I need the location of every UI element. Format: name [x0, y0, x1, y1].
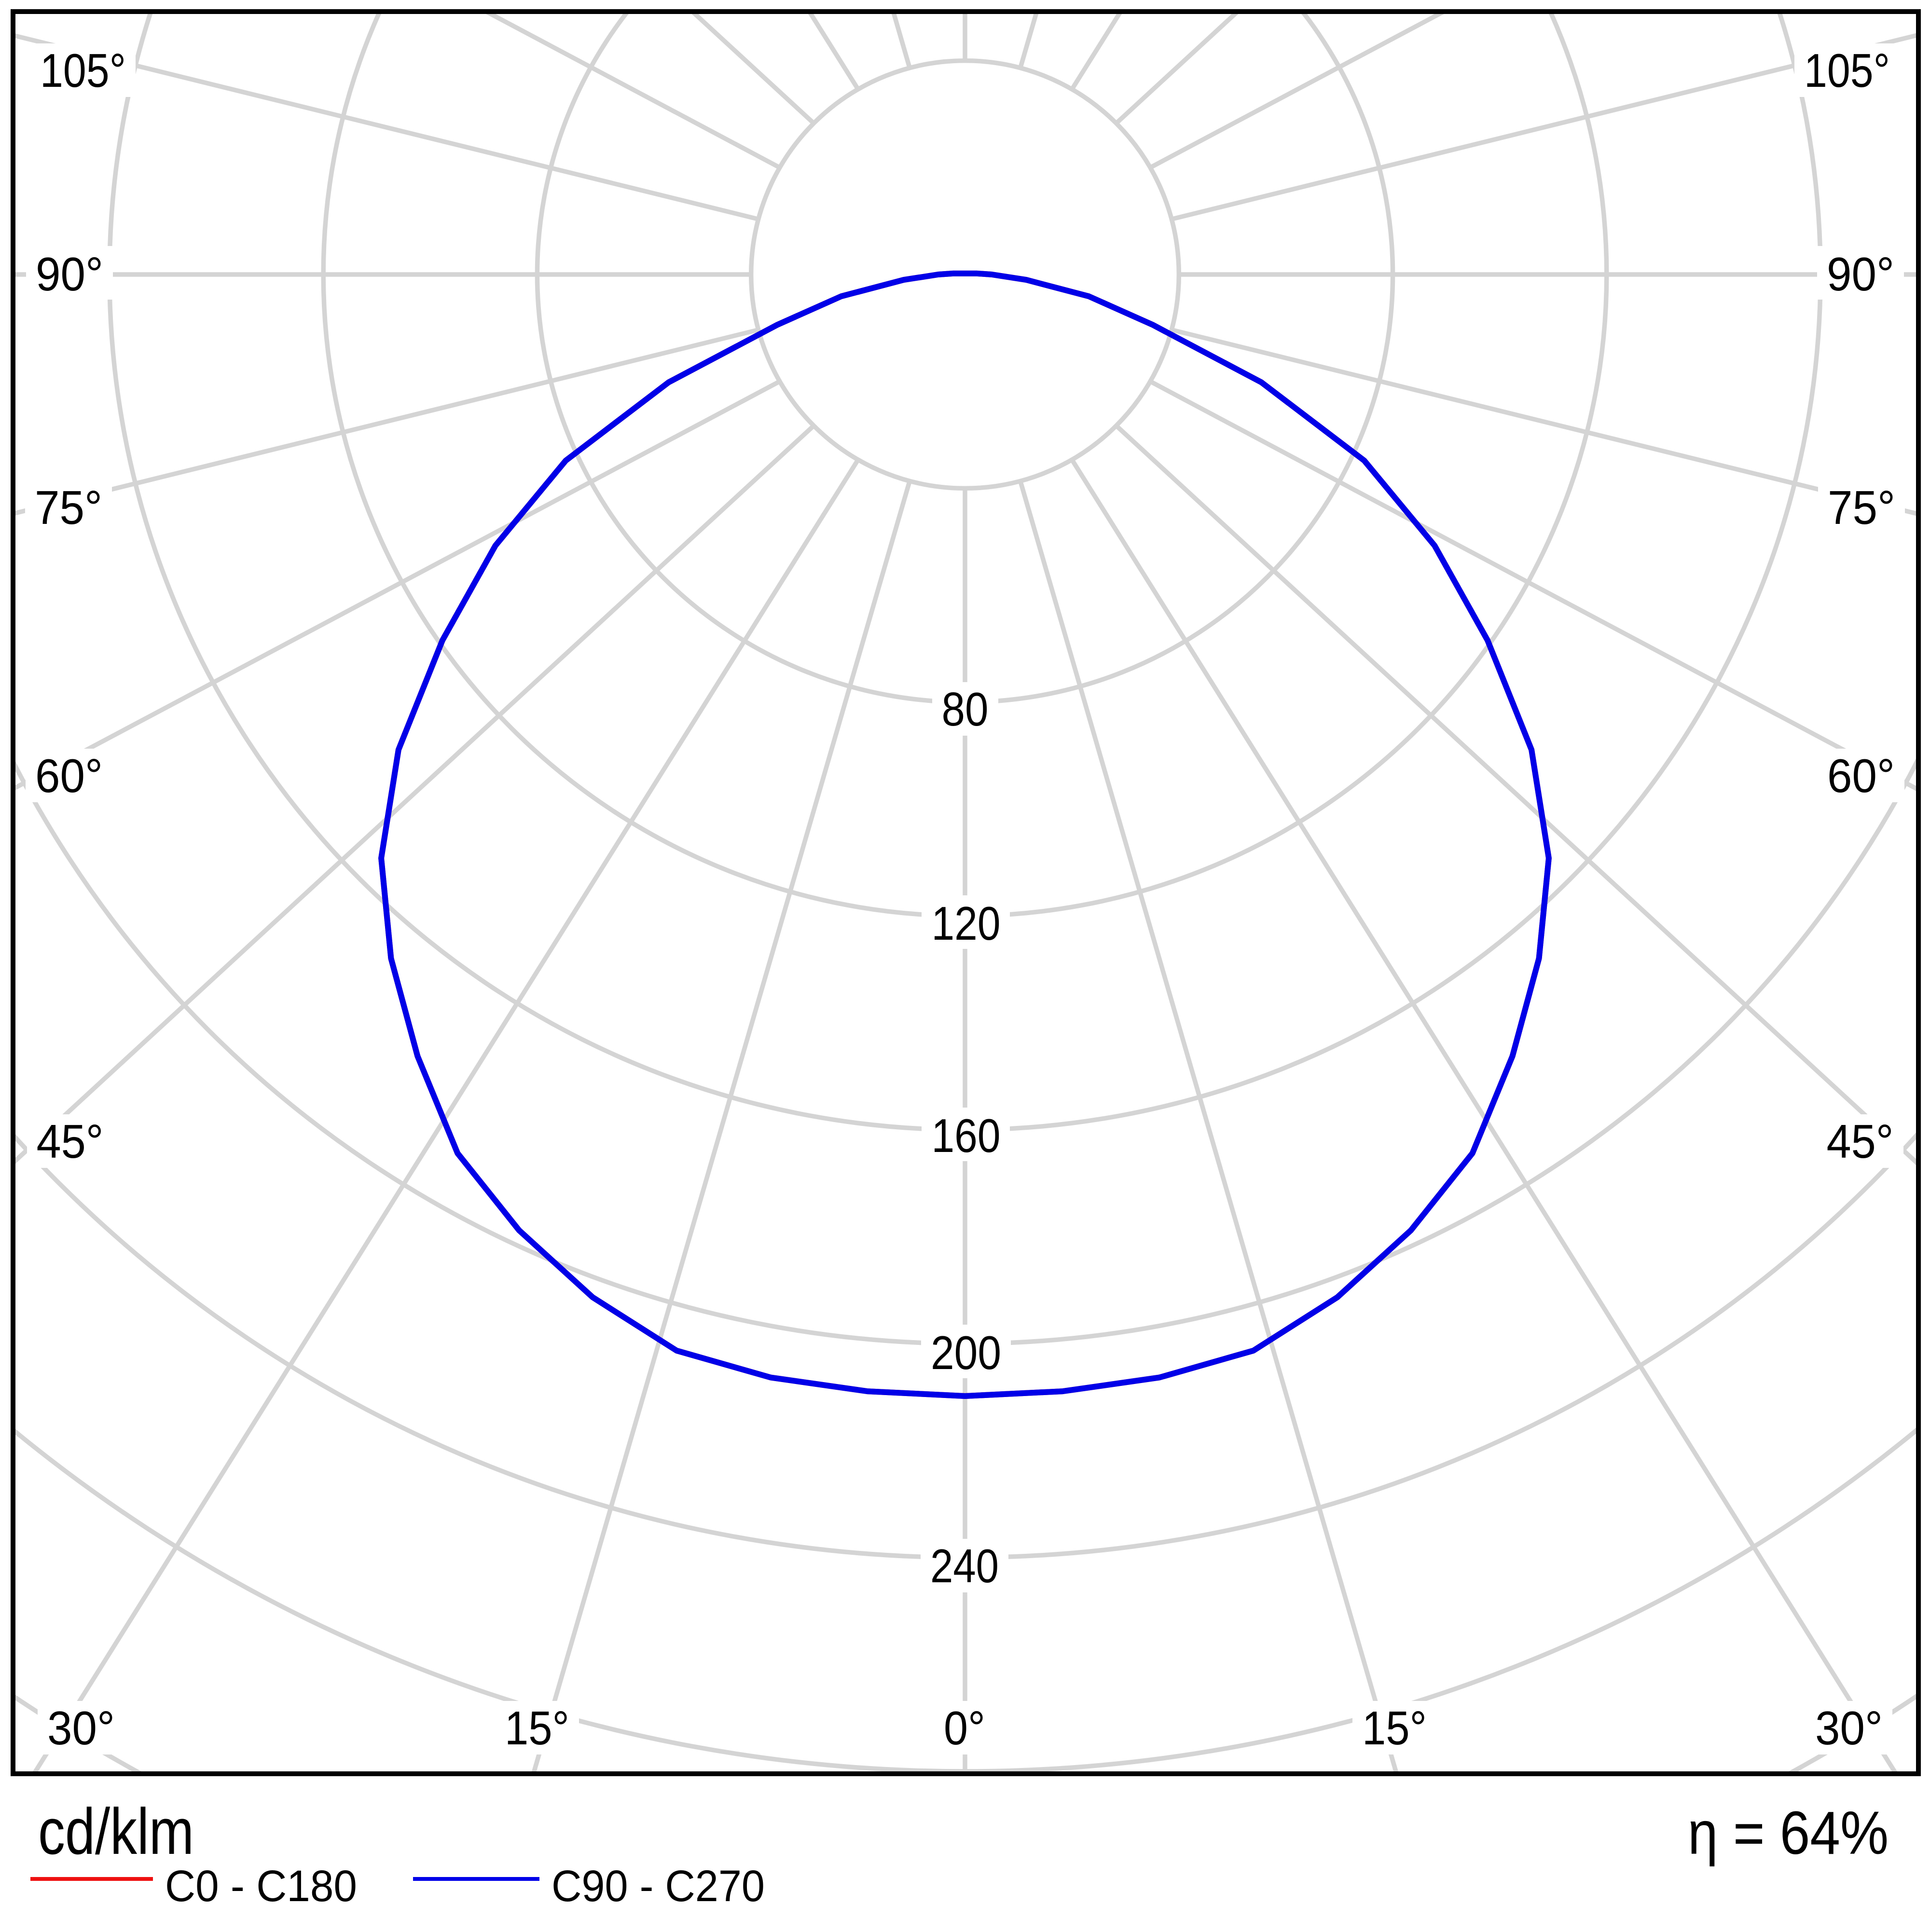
- svg-text:C90 - C270: C90 - C270: [551, 1862, 765, 1911]
- svg-text:15°: 15°: [505, 1701, 569, 1754]
- svg-text:45°: 45°: [37, 1115, 104, 1168]
- svg-text:90°: 90°: [36, 247, 103, 301]
- svg-text:240: 240: [930, 1539, 999, 1592]
- svg-text:15°: 15°: [1362, 1701, 1427, 1754]
- svg-text:60°: 60°: [1827, 749, 1895, 802]
- svg-text:30°: 30°: [1815, 1701, 1883, 1754]
- svg-text:75°: 75°: [1828, 481, 1895, 534]
- svg-text:45°: 45°: [1827, 1115, 1894, 1168]
- svg-text:60°: 60°: [35, 749, 103, 802]
- svg-text:160: 160: [932, 1109, 1001, 1162]
- svg-text:30°: 30°: [47, 1701, 115, 1754]
- svg-text:η = 64%: η = 64%: [1688, 1799, 1889, 1867]
- svg-text:0°: 0°: [944, 1701, 985, 1754]
- svg-text:C0 - C180: C0 - C180: [165, 1862, 357, 1911]
- svg-text:105°: 105°: [1804, 44, 1890, 97]
- svg-text:90°: 90°: [1827, 247, 1894, 301]
- svg-text:200: 200: [931, 1326, 1001, 1379]
- svg-text:cd/klm: cd/klm: [38, 1795, 194, 1868]
- svg-text:120: 120: [932, 897, 1001, 950]
- svg-text:80: 80: [942, 683, 989, 736]
- svg-text:75°: 75°: [35, 481, 102, 534]
- svg-text:105°: 105°: [40, 44, 126, 97]
